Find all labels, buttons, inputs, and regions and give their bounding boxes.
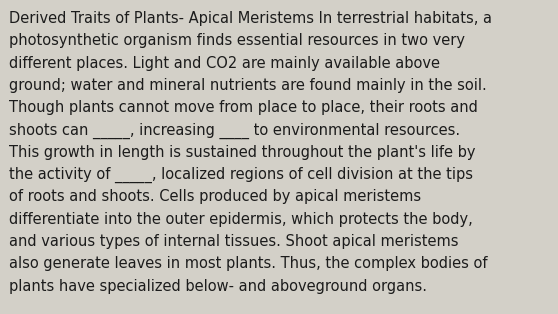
Text: ground; water and mineral nutrients are found mainly in the soil.: ground; water and mineral nutrients are …	[9, 78, 487, 93]
Text: the activity of _____, localized regions of cell division at the tips: the activity of _____, localized regions…	[9, 167, 473, 183]
Text: also generate leaves in most plants. Thus, the complex bodies of: also generate leaves in most plants. Thu…	[9, 256, 488, 271]
Text: different places. Light and CO2 are mainly available above: different places. Light and CO2 are main…	[9, 56, 440, 71]
Text: shoots can _____, increasing ____ to environmental resources.: shoots can _____, increasing ____ to env…	[9, 122, 460, 139]
Text: and various types of internal tissues. Shoot apical meristems: and various types of internal tissues. S…	[9, 234, 459, 249]
Text: photosynthetic organism finds essential resources in two very: photosynthetic organism finds essential …	[9, 33, 465, 48]
Text: plants have specialized below- and aboveground organs.: plants have specialized below- and above…	[9, 279, 427, 294]
Text: Though plants cannot move from place to place, their roots and: Though plants cannot move from place to …	[9, 100, 478, 115]
Text: Derived Traits of Plants- Apical Meristems In terrestrial habitats, a: Derived Traits of Plants- Apical Meriste…	[9, 11, 492, 26]
Text: differentiate into the outer epidermis, which protects the body,: differentiate into the outer epidermis, …	[9, 212, 473, 227]
Text: of roots and shoots. Cells produced by apical meristems: of roots and shoots. Cells produced by a…	[9, 189, 421, 204]
Text: This growth in length is sustained throughout the plant's life by: This growth in length is sustained throu…	[9, 145, 475, 160]
